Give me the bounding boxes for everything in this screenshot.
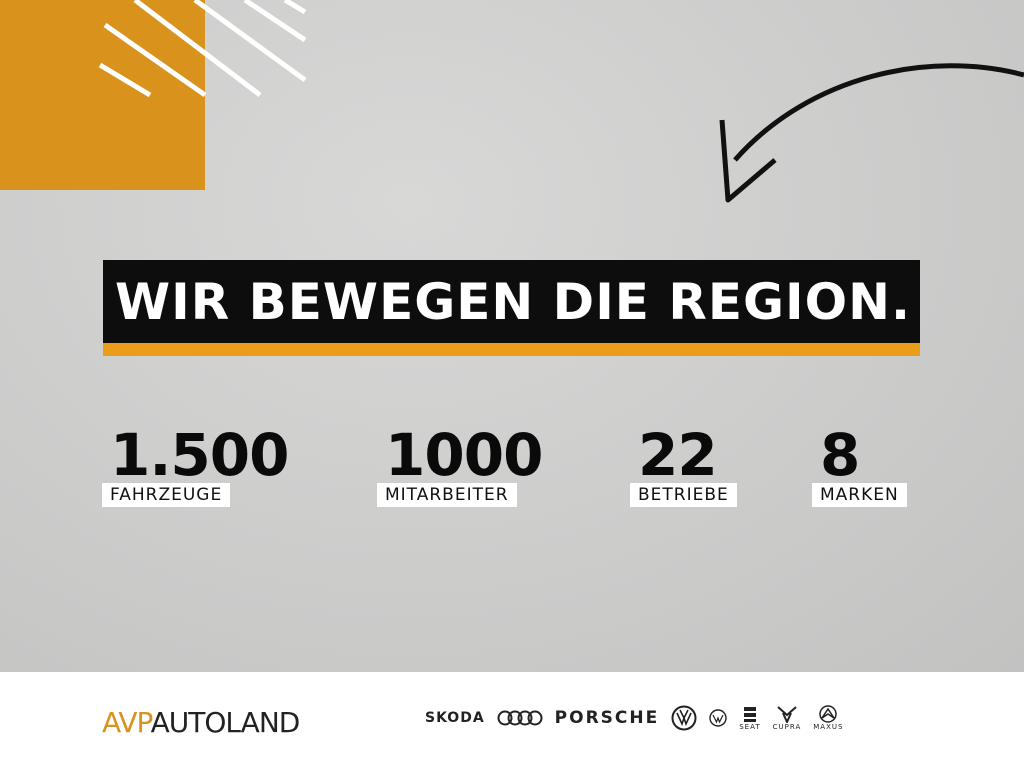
stat-fahrzeuge: 1.500 FAHRZEUGE: [102, 421, 289, 507]
seat-label: SEAT: [739, 723, 761, 731]
footer: [0, 672, 1024, 768]
seat-logo: SEAT: [739, 705, 760, 731]
avp-autoland-logo: AVPAUTOLAND: [102, 706, 301, 740]
cupra-icon: [777, 706, 797, 723]
brand-name: AUTOLAND: [150, 706, 301, 739]
stat-betriebe: 22 BETRIEBE: [630, 421, 737, 507]
cupra-logo: CUPRA: [773, 705, 802, 731]
audi-rings-icon: [497, 710, 543, 726]
stat-label: FAHRZEUGE: [102, 483, 231, 507]
stat-label: BETRIEBE: [630, 483, 737, 507]
stat-mitarbeiter: 1000 MITARBEITER: [377, 421, 543, 507]
stat-value: 8: [820, 421, 860, 489]
curved-arrow-icon: [719, 63, 1024, 203]
stat-label: MARKEN: [812, 483, 907, 507]
vw-nutzfahrzeuge-icon: [709, 709, 727, 727]
orange-square: [0, 0, 205, 190]
stat-label: MITARBEITER: [377, 483, 517, 507]
stat-value: 1.500: [110, 421, 289, 489]
maxus-logo: MAXUS: [813, 705, 843, 731]
stat-value: 1000: [385, 421, 543, 489]
cupra-label: CUPRA: [772, 723, 802, 731]
brand-logos: SKODA PORSCHE SEAT CUPRA MAXUS: [425, 705, 843, 731]
headline-underline: [103, 343, 920, 356]
porsche-logo: PORSCHE: [554, 708, 660, 728]
vw-nutzfahrzeuge-logo: [709, 709, 727, 727]
headline: WIR BEWEGEN DIE REGION.: [103, 260, 920, 344]
stat-value: 22: [638, 421, 718, 489]
skoda-logo: SKODA: [425, 710, 485, 726]
maxus-label: MAXUS: [813, 723, 844, 731]
brand-prefix: AVP: [102, 706, 152, 739]
vw-icon: [671, 705, 697, 731]
seat-icon: [743, 707, 756, 722]
stat-marken: 8 MARKEN: [812, 421, 907, 507]
diagonal-lines-decoration: [98, 0, 307, 98]
maxus-icon: [819, 705, 838, 723]
